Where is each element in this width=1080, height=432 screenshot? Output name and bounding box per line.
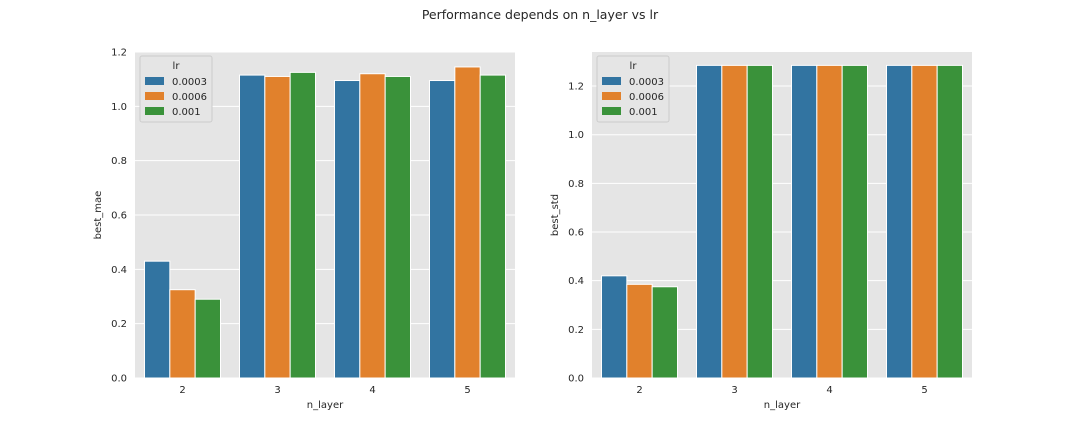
bar [194,298,222,379]
bar [334,80,361,379]
bar [626,283,653,379]
y-tick-label: 1.0 [568,130,584,141]
x-tick-label: 5 [464,385,470,396]
y-axis-label: best_std [550,194,561,236]
x-tick-label: 3 [731,385,737,396]
figure-title: Performance depends on n_layer vs lr [421,7,659,22]
legend-title: lr [173,61,181,72]
y-tick-label: 0.2 [568,325,584,336]
bar [479,74,506,379]
legend-label: 0.0006 [172,92,207,103]
bar [144,260,171,379]
bar [289,71,316,379]
bar [816,64,843,379]
y-tick-label: 1.2 [568,82,584,93]
x-tick-label: 4 [826,385,832,396]
x-tick-label: 5 [921,385,927,396]
legend-label: 0.0006 [629,92,664,103]
bar [791,64,818,379]
legend-swatch [145,92,164,100]
legend-label: 0.0003 [629,77,664,88]
x-tick-label: 2 [179,385,185,396]
legend: lr 0.0003 0.0006 0.001 [139,55,213,123]
bar [169,289,196,379]
legend-title: lr [630,61,638,72]
bar [429,80,456,379]
chart-2: 0.0 0.2 0.4 0.6 0.8 1.0 1.2 2 3 4 5 n_layer best_std… [550,52,972,411]
bar [264,75,291,379]
legend-box [139,55,213,123]
legend: lr 0.0003 0.0006 0.001 [596,55,670,123]
y-tick-label: 1.2 [111,48,127,59]
bar [841,64,869,379]
bar [911,64,938,379]
bar [384,75,411,379]
bar [936,64,964,379]
y-tick-label: 1.0 [111,102,127,113]
x-axis-label: n_layer [307,400,344,411]
y-axis-label: best_mae [93,191,104,240]
bar [359,73,386,379]
chart-1: 0.0 0.2 0.4 0.6 0.8 1.0 1.2 2 3 4 5 n_layer best_mae… [93,48,515,411]
bar [601,275,628,379]
legend-label: 0.001 [172,107,201,118]
legend-swatch [602,77,621,85]
y-tick-label: 0.2 [111,319,127,330]
y-tick-label: 0.6 [111,211,127,222]
legend-swatch [145,107,164,115]
x-tick-label: 2 [636,385,642,396]
bar [746,64,774,379]
y-tick-label: 0.6 [568,228,584,239]
y-tick-label: 0.4 [568,276,584,287]
legend-box [596,55,670,123]
legend-swatch [602,92,621,100]
bar [239,74,266,379]
x-tick-label: 3 [274,385,280,396]
legend-swatch [145,77,164,85]
bar [886,64,913,379]
bar [721,64,748,379]
bar [651,286,679,379]
y-tick-label: 0.8 [111,156,127,167]
y-tick-label: 0.0 [111,374,127,385]
x-axis-label: n_layer [764,400,801,411]
legend-label: 0.0003 [172,77,207,88]
bar [696,64,723,379]
legend-label: 0.001 [629,107,658,118]
bar [454,66,481,379]
y-tick-label: 0.4 [111,265,127,276]
y-tick-label: 0.8 [568,179,584,190]
legend-swatch [602,107,621,115]
x-tick-label: 4 [369,385,375,396]
y-tick-label: 0.0 [568,374,584,385]
